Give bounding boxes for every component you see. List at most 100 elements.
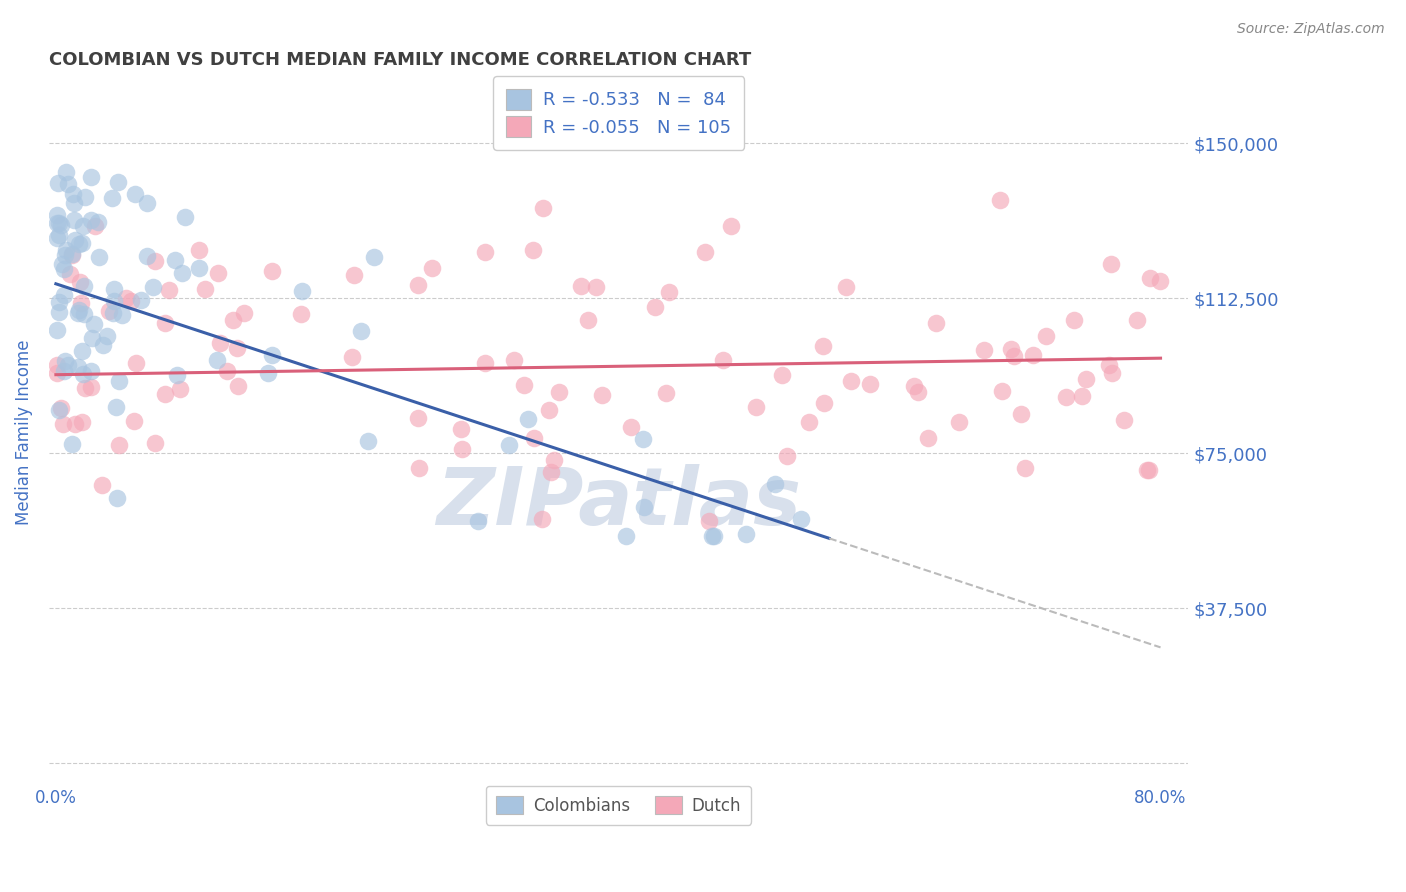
Point — [80, 380, 103, 394]
Point — [60, 437, 83, 451]
Point — [658, 285, 681, 299]
Point — [136, 196, 159, 211]
Point — [55, 244, 77, 258]
Point — [1010, 407, 1032, 421]
Point — [115, 291, 138, 305]
Point — [703, 529, 725, 543]
Point — [70, 236, 93, 251]
Point — [174, 210, 197, 224]
Point — [543, 453, 565, 467]
Point — [80, 169, 103, 184]
Point — [215, 364, 238, 378]
Legend: Colombians, Dutch: Colombians, Dutch — [486, 786, 751, 824]
Point — [585, 280, 607, 294]
Point — [700, 529, 723, 543]
Point — [540, 465, 562, 479]
Point — [51, 218, 73, 232]
Point — [633, 500, 655, 515]
Point — [53, 354, 76, 368]
Point — [67, 306, 90, 320]
Point — [69, 275, 91, 289]
Point — [1070, 389, 1092, 403]
Point — [225, 341, 247, 355]
Point — [522, 243, 544, 257]
Text: COLOMBIAN VS DUTCH MEDIAN FAMILY INCOME CORRELATION CHART: COLOMBIAN VS DUTCH MEDIAN FAMILY INCOME … — [49, 51, 751, 69]
Point — [65, 233, 87, 247]
Point — [763, 477, 786, 491]
Point — [467, 514, 489, 528]
Point — [614, 529, 637, 543]
Point — [420, 261, 443, 276]
Point — [1101, 366, 1123, 380]
Point — [537, 403, 560, 417]
Point — [523, 431, 546, 445]
Point — [63, 213, 86, 227]
Point — [153, 316, 176, 330]
Point — [841, 374, 863, 388]
Point — [105, 491, 128, 506]
Point — [72, 279, 94, 293]
Point — [55, 165, 77, 179]
Point — [1112, 413, 1135, 427]
Point — [256, 366, 278, 380]
Point — [1056, 390, 1078, 404]
Point — [988, 193, 1011, 207]
Point — [70, 296, 93, 310]
Point — [103, 293, 125, 308]
Point — [1000, 342, 1022, 356]
Point — [80, 213, 103, 227]
Point — [205, 352, 228, 367]
Point — [342, 350, 364, 364]
Point — [70, 343, 93, 358]
Point — [187, 261, 209, 276]
Point — [835, 279, 858, 293]
Point — [745, 400, 768, 414]
Point — [450, 422, 472, 436]
Point — [59, 268, 82, 282]
Point — [349, 324, 371, 338]
Text: Source: ZipAtlas.com: Source: ZipAtlas.com — [1237, 22, 1385, 37]
Point — [120, 293, 142, 308]
Point — [207, 266, 229, 280]
Point — [776, 449, 799, 463]
Point — [790, 512, 813, 526]
Point — [67, 303, 90, 318]
Point — [631, 432, 654, 446]
Point — [73, 307, 96, 321]
Point — [56, 177, 79, 191]
Point — [46, 176, 69, 190]
Point — [188, 244, 211, 258]
Point — [644, 300, 666, 314]
Text: ZIPatlas: ZIPatlas — [436, 464, 801, 541]
Point — [498, 437, 520, 451]
Point — [48, 304, 70, 318]
Point — [408, 461, 430, 475]
Point — [262, 348, 284, 362]
Point — [531, 512, 554, 526]
Point — [408, 277, 430, 292]
Point — [46, 231, 69, 245]
Point — [143, 436, 166, 450]
Point — [129, 293, 152, 308]
Point — [105, 400, 128, 414]
Point — [474, 356, 496, 370]
Point — [291, 284, 314, 298]
Point — [233, 306, 256, 320]
Point — [60, 246, 83, 260]
Point — [797, 415, 820, 429]
Point — [122, 414, 145, 428]
Point — [973, 343, 995, 357]
Point — [290, 307, 312, 321]
Point — [53, 262, 76, 277]
Point — [53, 248, 76, 262]
Point — [63, 196, 86, 211]
Point — [97, 303, 120, 318]
Point — [66, 359, 89, 374]
Point — [80, 364, 103, 378]
Point — [735, 527, 758, 541]
Point — [343, 268, 366, 282]
Point — [52, 417, 75, 432]
Point — [52, 288, 75, 302]
Point — [89, 250, 111, 264]
Point — [713, 352, 735, 367]
